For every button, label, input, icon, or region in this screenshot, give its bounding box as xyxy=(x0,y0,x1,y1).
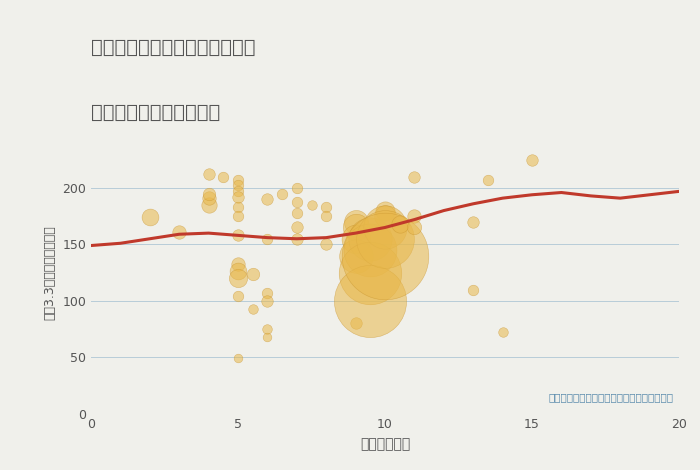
Point xyxy=(409,212,420,220)
Point xyxy=(232,232,244,239)
Point xyxy=(321,212,332,220)
Point xyxy=(203,171,214,178)
Point xyxy=(365,297,376,305)
Point xyxy=(232,292,244,300)
Point xyxy=(409,173,420,180)
Point xyxy=(232,193,244,201)
Point xyxy=(232,176,244,184)
Point xyxy=(232,260,244,267)
Point xyxy=(379,235,391,243)
Point xyxy=(409,224,420,231)
Point xyxy=(321,204,332,211)
Point xyxy=(203,195,214,202)
Text: 駅距離別中古戸建て価格: 駅距離別中古戸建て価格 xyxy=(91,103,220,122)
Point xyxy=(306,201,317,209)
Point xyxy=(350,252,361,259)
Point xyxy=(291,184,302,192)
Point xyxy=(144,213,155,221)
Point xyxy=(468,218,479,226)
Point xyxy=(482,176,493,184)
Point xyxy=(365,235,376,243)
Point xyxy=(365,269,376,276)
Point xyxy=(262,289,273,297)
Point xyxy=(232,204,244,211)
Point xyxy=(232,354,244,362)
Point xyxy=(379,207,391,214)
Point xyxy=(350,224,361,231)
Point xyxy=(379,224,391,231)
Point xyxy=(365,246,376,254)
Text: 円の大きさは、取引のあった物件面積を示す: 円の大きさは、取引のあった物件面積を示す xyxy=(548,392,673,402)
Y-axis label: 坪（3.3㎡）単価（万円）: 坪（3.3㎡）単価（万円） xyxy=(43,225,57,320)
Point xyxy=(262,325,273,333)
Point xyxy=(232,181,244,188)
Point xyxy=(291,198,302,205)
Point xyxy=(321,241,332,248)
Point xyxy=(497,329,508,336)
Point xyxy=(232,274,244,282)
Point xyxy=(350,235,361,243)
Point xyxy=(291,235,302,243)
Point xyxy=(276,190,288,197)
Point xyxy=(526,156,538,164)
Point xyxy=(174,228,185,236)
Point xyxy=(262,196,273,203)
Point xyxy=(262,297,273,305)
Point xyxy=(218,173,229,180)
Point xyxy=(350,218,361,226)
X-axis label: 駅距離（分）: 駅距離（分） xyxy=(360,437,410,451)
Point xyxy=(232,268,244,275)
Point xyxy=(291,224,302,231)
Point xyxy=(468,286,479,293)
Point xyxy=(262,333,273,341)
Point xyxy=(247,305,258,313)
Point xyxy=(203,201,214,209)
Text: 東京都京王よみうりランド駅の: 東京都京王よみうりランド駅の xyxy=(91,38,256,56)
Point xyxy=(379,252,391,259)
Point xyxy=(232,212,244,220)
Point xyxy=(291,209,302,217)
Point xyxy=(247,270,258,277)
Point xyxy=(379,212,391,220)
Point xyxy=(262,235,273,243)
Point xyxy=(203,190,214,197)
Point xyxy=(232,188,244,195)
Point xyxy=(350,320,361,327)
Point xyxy=(394,220,405,228)
